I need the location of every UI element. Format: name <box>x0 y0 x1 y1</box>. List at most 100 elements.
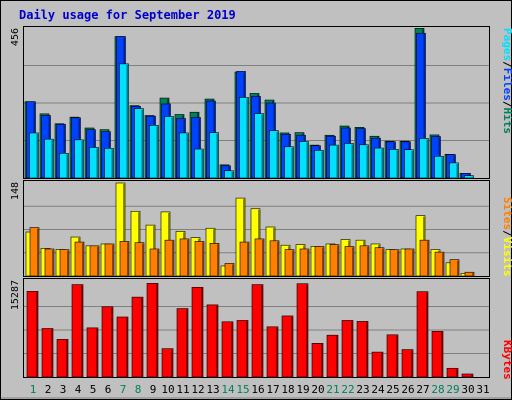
sites-bar-day-14-shade <box>232 264 234 276</box>
sites-bar-day-1 <box>29 227 40 277</box>
pages-bar-day-3-fill <box>59 153 69 179</box>
kbytes-bar-day-22-fill <box>341 320 354 378</box>
kbytes-bar-day-23-shade <box>366 322 368 377</box>
pages-bar-day-30 <box>464 175 474 179</box>
kbytes-bar-day-28-fill <box>431 331 444 378</box>
pages-bar-day-17 <box>269 130 279 179</box>
kbytes-bar-day-8 <box>131 296 144 378</box>
pages-bar-day-16 <box>254 113 264 179</box>
pages-bar-day-29-shade <box>456 163 458 178</box>
pages-bar-day-18-fill <box>284 146 294 179</box>
sites-bar-day-10 <box>164 239 175 277</box>
x-label-day-26: 26 <box>401 383 414 396</box>
pages-bar-day-13-shade <box>216 133 218 178</box>
x-label-day-10: 10 <box>161 383 174 396</box>
sites-bar-day-22 <box>344 246 355 277</box>
panel-1-bars <box>24 28 474 179</box>
kbytes-bar-day-5 <box>86 327 99 378</box>
kbytes-bar-day-11 <box>176 308 189 378</box>
pages-bar-day-21 <box>329 144 339 179</box>
x-label-day-11: 11 <box>176 383 189 396</box>
kbytes-bar-day-16-shade <box>261 285 263 377</box>
kbytes-bar-day-1-shade <box>36 292 38 377</box>
pages-bar-day-5-fill <box>89 147 99 179</box>
kbytes-bar-day-19-fill <box>296 283 309 378</box>
legend-sep-2: / <box>501 101 512 108</box>
pages-bar-day-4-shade <box>81 140 83 178</box>
pages-bar-day-10 <box>164 116 174 179</box>
x-label-day-29: 29 <box>446 383 459 396</box>
kbytes-bar-day-13-fill <box>206 304 219 378</box>
kbytes-bar-day-12 <box>191 286 204 378</box>
kbytes-bar-day-12-shade <box>201 288 203 377</box>
sites-bar-day-13 <box>209 243 220 277</box>
pages-bar-day-8 <box>134 108 144 179</box>
legend-files: Files <box>501 68 512 101</box>
kbytes-bar-day-19 <box>296 283 309 378</box>
kbytes-bar-day-25-shade <box>396 335 398 377</box>
sites-bar-day-18 <box>284 249 295 277</box>
kbytes-bar-day-12-fill <box>191 286 204 378</box>
sites-bar-day-6-fill <box>104 243 115 277</box>
sites-bar-day-15 <box>239 241 250 277</box>
sites-bar-day-29-shade <box>457 260 459 276</box>
kbytes-bar-day-5-fill <box>86 327 99 378</box>
kbytes-bar-day-19-shade <box>306 284 308 377</box>
sites-bar-day-7 <box>119 241 130 277</box>
kbytes-bar-day-13-shade <box>216 305 218 377</box>
x-label-day-24: 24 <box>371 383 385 396</box>
panel-kbytes: 15287 KBytes <box>10 278 512 380</box>
pages-bar-day-18 <box>284 146 294 179</box>
pages-bar-day-13-fill <box>209 132 219 179</box>
sites-bar-day-28 <box>434 251 445 277</box>
x-label-day-31: 31 <box>476 383 489 396</box>
pages-bar-day-7-fill <box>119 63 129 179</box>
kbytes-bar-day-8-fill <box>131 296 144 378</box>
pages-bar-day-7 <box>119 63 129 179</box>
kbytes-bar-day-21-fill <box>326 334 339 378</box>
kbytes-bar-day-14-shade <box>231 322 233 377</box>
kbytes-bar-day-20-shade <box>321 344 323 377</box>
panel-2-legend: Sites/Visits <box>501 197 512 277</box>
sites-bar-day-5-fill <box>89 245 100 277</box>
sites-bar-day-21-shade <box>337 245 339 276</box>
pages-bar-day-22-fill <box>344 143 354 179</box>
pages-bar-day-11 <box>179 132 189 179</box>
sites-bar-day-3 <box>59 249 70 277</box>
sites-bar-day-3-shade <box>67 250 69 276</box>
kbytes-bar-day-1 <box>26 291 39 378</box>
pages-bar-day-9-shade <box>156 126 158 178</box>
kbytes-bar-day-4 <box>71 284 84 378</box>
pages-bar-day-9 <box>149 125 159 179</box>
kbytes-bar-day-5-shade <box>96 328 98 377</box>
pages-bar-day-22-shade <box>351 144 353 178</box>
sites-bar-day-26-shade <box>412 249 414 276</box>
pages-bar-day-6 <box>104 148 114 179</box>
sites-bar-day-29-fill <box>449 259 460 277</box>
kbytes-bar-day-3-shade <box>66 340 68 377</box>
sites-bar-day-30-fill <box>464 271 475 277</box>
pages-bar-day-16-fill <box>254 113 264 179</box>
kbytes-bar-day-24 <box>371 351 384 378</box>
kbytes-bar-day-6 <box>101 306 114 378</box>
panel-3-bars <box>26 283 474 378</box>
pages-bar-day-1-fill <box>29 132 39 179</box>
sites-bar-day-25-fill <box>389 249 400 277</box>
pages-bar-day-13 <box>209 132 219 179</box>
sites-bar-day-2-fill <box>44 248 55 277</box>
x-label-day-30: 30 <box>461 383 474 396</box>
pages-bar-day-22 <box>344 143 354 179</box>
sites-bar-day-8 <box>134 242 145 277</box>
sites-bar-day-11-fill <box>179 238 190 277</box>
sites-bar-day-3-fill <box>59 249 70 277</box>
x-label-day-28: 28 <box>431 383 444 396</box>
kbytes-bar-day-26-fill <box>401 349 414 378</box>
kbytes-bar-day-27-fill <box>416 291 429 378</box>
pages-bar-day-23 <box>359 144 369 179</box>
kbytes-bar-day-16-fill <box>251 284 264 378</box>
x-label-day-18: 18 <box>281 383 294 396</box>
sites-bar-day-9-fill <box>149 248 160 277</box>
legend-sep-1: / <box>501 61 512 68</box>
x-label-day-16: 16 <box>251 383 264 396</box>
kbytes-bar-day-14 <box>221 321 234 378</box>
